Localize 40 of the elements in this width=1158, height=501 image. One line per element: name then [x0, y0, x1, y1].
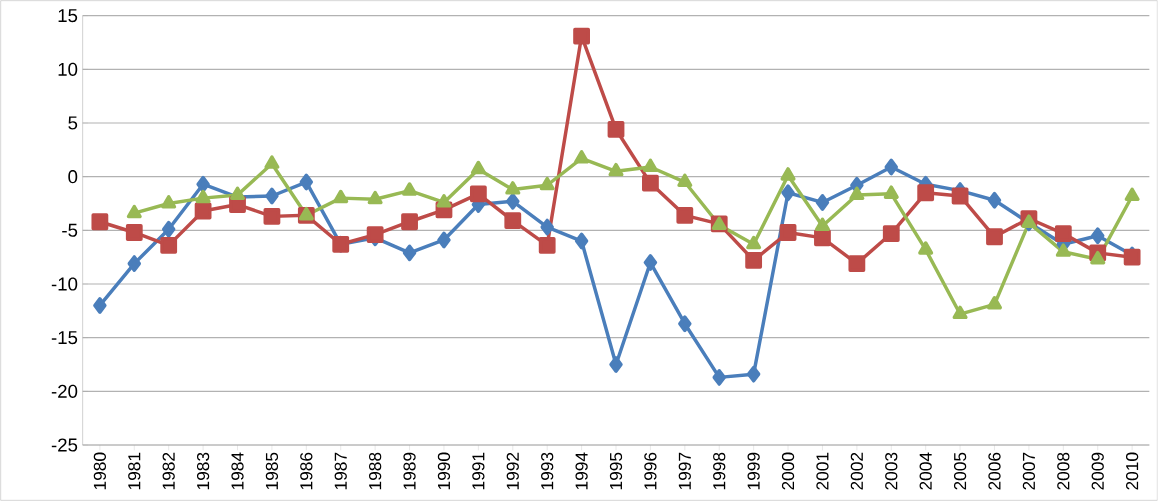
y-tick-label: -25	[51, 438, 78, 452]
x-tick-label: 2007	[1022, 452, 1036, 490]
x-tick-label: 1998	[713, 452, 726, 490]
x-tick-label: 1985	[265, 452, 279, 490]
x-tick-label: 1980	[93, 452, 107, 490]
x-tick-label: 1988	[369, 452, 382, 490]
x-tick-label: 2005	[953, 452, 967, 490]
x-tick-label: 1986	[300, 452, 313, 490]
x-tick-label: 1999	[747, 452, 760, 490]
x-tick-label: 2010	[1125, 452, 1139, 490]
x-tick-label: 2008	[1057, 452, 1070, 490]
y-tick-label: -20	[51, 384, 78, 398]
y-tick-label: -5	[62, 223, 78, 237]
y-tick-label: -10	[51, 277, 78, 291]
x-tick-label: 1996	[644, 452, 657, 490]
y-tick-label: 5	[68, 116, 78, 130]
x-tick-label: 1993	[541, 452, 554, 490]
x-tick-label: 1990	[437, 452, 451, 490]
x-tick-label: 2004	[919, 452, 932, 490]
y-tick-label: 0	[68, 170, 78, 184]
x-tick-label: 1994	[575, 452, 588, 490]
x-tick-label: 1991	[472, 452, 485, 490]
x-tick-label: 2002	[850, 452, 863, 490]
x-tick-label: 1981	[128, 452, 141, 490]
y-tick-label: -15	[51, 331, 78, 345]
x-tick-label: 1987	[334, 452, 347, 490]
x-tick-label: 1997	[678, 452, 691, 490]
x-tick-label: 1989	[403, 452, 416, 490]
x-tick-label: 1983	[196, 452, 210, 490]
x-tick-label: 2000	[781, 452, 795, 490]
x-tick-label: 1984	[231, 452, 244, 490]
x-tick-label: 2001	[816, 452, 829, 490]
x-tick-label: 2003	[885, 452, 898, 490]
x-tick-label: 1992	[506, 452, 519, 490]
x-tick-label: 1995	[609, 452, 623, 490]
x-tick-label: 2006	[988, 452, 1001, 490]
x-tick-label: 1982	[162, 452, 175, 490]
x-tick-label: 2009	[1091, 452, 1104, 490]
y-tick-label: 15	[58, 9, 78, 23]
y-tick-label: 10	[58, 62, 78, 76]
